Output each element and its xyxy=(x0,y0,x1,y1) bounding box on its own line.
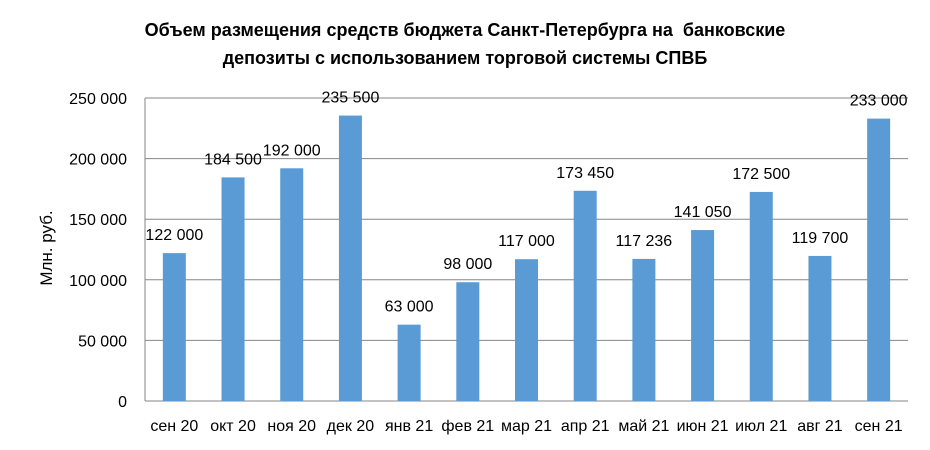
bar xyxy=(749,191,773,401)
x-tick-label: фев 21 xyxy=(441,418,494,435)
x-tick-label: июн 21 xyxy=(677,418,729,435)
bar xyxy=(691,230,715,401)
x-tick-label: окт 20 xyxy=(210,418,256,435)
x-tick-label: янв 21 xyxy=(385,418,433,435)
bar xyxy=(632,258,656,401)
bar xyxy=(456,282,480,401)
data-label: 184 500 xyxy=(204,151,262,168)
data-label: 117 000 xyxy=(498,233,555,250)
data-label: 235 500 xyxy=(322,90,380,107)
y-tick-label: 200 000 xyxy=(69,152,127,169)
data-label: 192 000 xyxy=(263,142,321,159)
chart-title-line-2: депозиты с использованием торговой систе… xyxy=(222,48,708,68)
x-tick-label: май 21 xyxy=(618,418,669,435)
x-tick-label: мар 21 xyxy=(501,418,552,435)
x-axis-ticks: сен 20 окт 20 ноя 20 дек 20 янв 21 фев 21 мар … xyxy=(150,418,902,435)
bar xyxy=(573,190,597,401)
x-tick-label: апр 21 xyxy=(561,418,610,435)
y-tick-label: 0 xyxy=(118,394,127,411)
y-axis-ticks: 0 50 000 100 000 150 000 200 000 250 000 xyxy=(69,91,127,411)
x-tick-label: авг 21 xyxy=(797,418,843,435)
data-label: 122 000 xyxy=(145,227,203,244)
y-tick-label: 50 000 xyxy=(78,333,127,350)
data-label: 233 000 xyxy=(850,93,908,110)
data-label: 117 236 xyxy=(616,233,673,250)
data-label: 141 050 xyxy=(674,204,732,221)
bar xyxy=(221,177,245,401)
chart-title: Объем размещения средств бюджета Санкт-П… xyxy=(0,16,930,72)
y-axis-label: Млн. руб. xyxy=(37,210,56,285)
y-tick-label: 250 000 xyxy=(69,91,127,108)
bar xyxy=(280,168,304,401)
data-label: 98 000 xyxy=(443,256,492,273)
y-tick-label: 100 000 xyxy=(69,273,127,290)
bar xyxy=(515,259,538,401)
chart-title-line-1: Объем размещения средств бюджета Санкт-П… xyxy=(144,20,786,40)
data-label: 172 500 xyxy=(732,166,790,183)
x-tick-label: ноя 20 xyxy=(267,418,316,435)
bar xyxy=(162,253,186,401)
bar xyxy=(338,115,362,401)
bar xyxy=(397,324,421,401)
x-tick-label: сен 20 xyxy=(150,418,198,435)
data-label: 63 000 xyxy=(385,299,434,316)
bar xyxy=(867,118,891,401)
bars xyxy=(162,115,891,401)
y-tick-label: 150 000 xyxy=(69,212,127,229)
bar xyxy=(808,255,832,401)
x-tick-label: дек 20 xyxy=(327,418,375,435)
x-tick-label: июл 21 xyxy=(735,418,787,435)
data-label: 119 700 xyxy=(792,230,849,247)
data-label: 173 450 xyxy=(556,165,614,182)
x-tick-label: сен 21 xyxy=(855,418,903,435)
